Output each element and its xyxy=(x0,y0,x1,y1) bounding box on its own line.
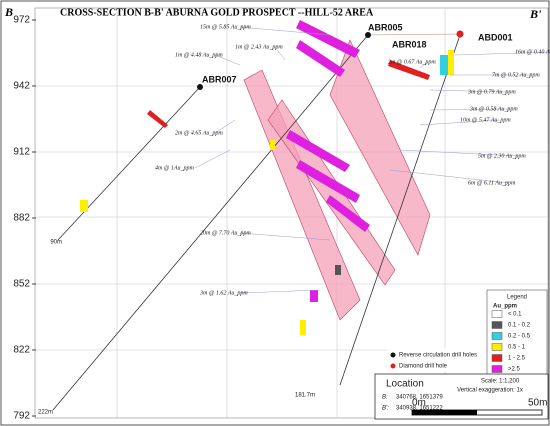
legend-label: < 0.1 xyxy=(508,312,522,318)
leader-line xyxy=(239,232,331,241)
hole-label: ABD001 xyxy=(478,32,513,42)
y-tick-label: 792 xyxy=(13,411,30,422)
leader-line xyxy=(429,89,509,93)
leader-line xyxy=(399,149,519,157)
hole-label: ABR018 xyxy=(392,39,427,49)
legend-title: Legend xyxy=(507,295,527,301)
y-tick-label: 942 xyxy=(13,81,30,92)
plot-area xyxy=(34,7,549,419)
coord-label: B: xyxy=(382,395,388,401)
y-tick-label: 822 xyxy=(13,345,30,356)
scale-text: Scale: 1:1,200 xyxy=(481,379,520,385)
assay-annotation: 1m @ 2.43 Au_ppm xyxy=(235,43,283,50)
assay-annotation: 5m @ 2.30 Au_ppm xyxy=(478,153,526,159)
legend-label: 0.2 - 0.5 xyxy=(508,334,531,340)
leader-line xyxy=(389,169,509,184)
legend-symbol xyxy=(390,352,396,358)
legend-label: 0.5 - 1 xyxy=(508,345,526,351)
rc-collar xyxy=(365,32,371,38)
scale-start: 0m xyxy=(412,398,426,409)
exaggeration-text: Vertical exaggeration: 1x xyxy=(457,388,523,394)
hole-depth: 90m xyxy=(50,240,62,246)
assay-bars xyxy=(80,20,454,335)
assay-annotation: 6m @ 6.11 Au_ppm xyxy=(468,180,516,186)
leader-line xyxy=(214,119,236,134)
scale-bar-fill xyxy=(412,410,477,415)
assay-annotation: 3m @ 1.62 Au_ppm xyxy=(199,290,248,296)
legend-subtitle: Au_ppm xyxy=(493,304,517,310)
leader-line xyxy=(239,26,331,36)
legend-label: Diamond drill hole xyxy=(399,364,448,370)
y-tick-label: 882 xyxy=(13,213,30,224)
dd-collar xyxy=(456,30,464,38)
drill-traces xyxy=(52,33,461,411)
assay-annotation: 3m @ 0.58 Au_ppm xyxy=(469,106,518,112)
assay-annotation: 4m @ 1Au_ppm xyxy=(155,164,195,171)
assay-annotation: 3m @ 0.79 Au_ppm xyxy=(467,89,516,95)
title: CROSS-SECTION B-B' ABURNA GOLD PROSPECT … xyxy=(60,7,374,18)
legend-label: Reverse circulation drill holes xyxy=(399,353,477,359)
hole-depth: 181.7m xyxy=(295,393,315,399)
assay-annotation: 20m @ 7.70 Au_ppm xyxy=(200,230,251,236)
coord-value: 340768, 1651379 xyxy=(396,395,443,401)
leader-line xyxy=(419,61,429,69)
y-tick-label: 972 xyxy=(13,15,30,26)
assay-annotation: 2m @ 0.67 Au_ppm xyxy=(388,59,436,65)
leader-line xyxy=(239,289,321,294)
location-title: Location xyxy=(386,379,424,390)
legend-swatch xyxy=(491,321,503,329)
y-tick-label: 912 xyxy=(13,147,30,158)
leader-line xyxy=(214,54,241,66)
hole-label: ABR005 xyxy=(368,22,403,32)
corner-label: B xyxy=(4,5,13,19)
scale-end: 50m xyxy=(528,398,547,409)
coord-value: 340938, 1651222 xyxy=(396,406,443,412)
legend-label: 0.1 - 0.2 xyxy=(508,323,531,329)
legend-swatch xyxy=(491,354,503,362)
assay-annotation: 1m @ 4.48 Au_ppm xyxy=(175,51,223,58)
assay-annotation: 7m @ 0.52 Au_ppm xyxy=(492,72,540,78)
hole-legend: Reverse circulation drill holes Diamond … xyxy=(388,348,486,372)
legend-label: 1 - 2.5 xyxy=(508,356,526,362)
leader-line xyxy=(419,119,501,126)
legend-swatch xyxy=(491,332,503,340)
legend-label: >2.5 xyxy=(508,367,521,373)
assay-annotation: 16m @ 0.40 Au_ppm xyxy=(515,48,550,55)
assay-annotation: 15m @ 5.85 Au_ppm xyxy=(200,24,251,30)
coord-label: B': xyxy=(382,406,389,412)
rc-collar xyxy=(197,84,203,90)
hole-legend-box xyxy=(388,348,486,372)
corner-label: B' xyxy=(529,7,542,21)
leader-line xyxy=(429,108,511,111)
assay-annotation: 2m @ 4.65 Au_ppm xyxy=(175,129,223,136)
ore-zones xyxy=(243,39,431,321)
legend-swatch xyxy=(491,343,503,351)
location-box: Location B: 340768, 1651379 B': 340938, … xyxy=(374,373,549,420)
y-tick-label: 852 xyxy=(13,279,30,290)
leader-line xyxy=(194,149,231,169)
leader-line xyxy=(274,46,286,61)
legend-swatch xyxy=(491,365,503,373)
leader-line xyxy=(454,51,550,56)
legend-symbol xyxy=(390,363,396,369)
hole-label: ABR007 xyxy=(202,74,237,84)
assay-annotation: 10m @ 5.47 Au_ppm xyxy=(460,116,511,123)
legend-swatch xyxy=(491,310,503,318)
hole-depth: 222m xyxy=(38,410,53,416)
